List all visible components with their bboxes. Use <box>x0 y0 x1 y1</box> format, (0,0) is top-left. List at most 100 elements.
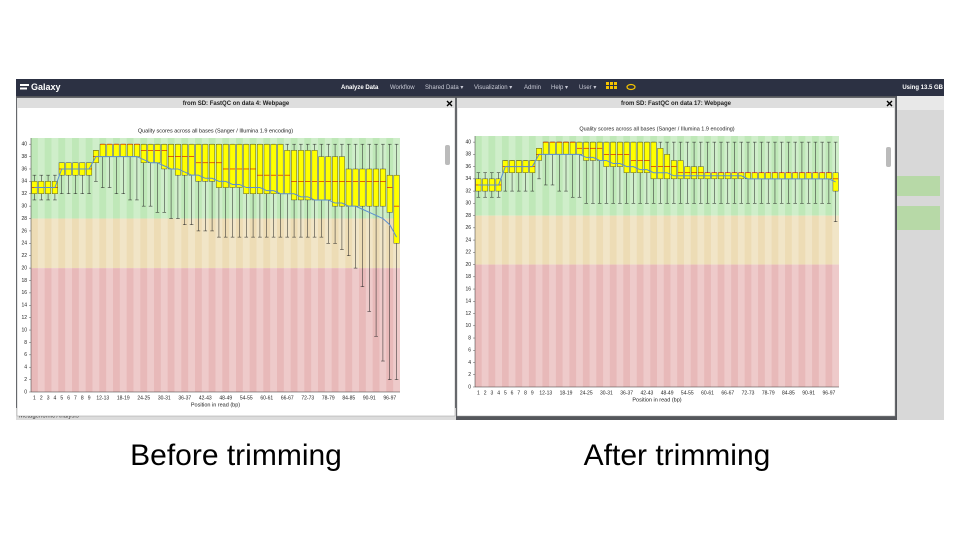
quality-zone <box>475 136 839 216</box>
window-bar[interactable] <box>457 98 895 108</box>
stripe <box>283 138 291 392</box>
chart-title: Quality scores across all bases (Sanger … <box>579 126 734 132</box>
box <box>222 143 229 188</box>
y-tick-label: 2 <box>24 377 27 383</box>
box <box>792 172 799 180</box>
masthead <box>16 79 944 96</box>
history-item[interactable] <box>897 206 940 230</box>
x-tick-label: 60-61 <box>701 390 714 396</box>
stripe <box>106 138 113 392</box>
x-tick-label: 18-19 <box>117 395 130 401</box>
scrollbar[interactable] <box>445 145 450 165</box>
x-tick-label: 72-73 <box>301 395 314 401</box>
y-tick-label: 26 <box>465 225 471 231</box>
stripe <box>643 136 651 387</box>
x-axis-label: Position in read (bp) <box>632 397 681 403</box>
stripe <box>589 136 597 387</box>
x-tick-label: 66-67 <box>721 390 734 396</box>
box <box>751 172 758 180</box>
nav-item[interactable]: Shared Data ▾ <box>425 85 463 91</box>
x-tick-label: 48-49 <box>661 390 674 396</box>
box <box>778 172 785 180</box>
box <box>583 141 590 161</box>
y-tick-label: 8 <box>468 335 471 341</box>
nav-item[interactable]: Visualization ▾ <box>474 85 512 91</box>
box <box>379 168 386 207</box>
window-bar[interactable] <box>17 98 455 108</box>
stripe <box>603 136 610 387</box>
box <box>284 150 291 194</box>
x-tick-label: 72-73 <box>742 390 755 396</box>
box <box>819 172 826 180</box>
x-tick-label: 5 <box>60 395 63 401</box>
stripe <box>508 136 516 387</box>
stripe <box>818 136 826 387</box>
stripe <box>174 138 182 392</box>
tool-section[interactable]: Metagenomic Analysis <box>19 414 79 420</box>
x-tick-label: 54-55 <box>240 395 253 401</box>
y-tick-label: 34 <box>465 176 471 182</box>
box <box>120 143 127 157</box>
y-tick-label: 36 <box>465 164 471 170</box>
y-tick-label: 30 <box>465 201 471 207</box>
stripe <box>51 138 59 392</box>
y-tick-label: 16 <box>465 286 471 292</box>
box <box>670 160 677 180</box>
box <box>590 141 596 161</box>
box <box>825 172 832 180</box>
x-tick-label: 3 <box>47 395 50 401</box>
y-tick-label: 28 <box>21 216 27 222</box>
close-button[interactable] <box>886 100 893 107</box>
quality-zone <box>475 215 839 265</box>
x-tick-label: 2 <box>484 390 487 396</box>
y-tick-label: 22 <box>21 253 27 259</box>
box <box>542 141 549 155</box>
close-button[interactable] <box>446 100 453 107</box>
brand[interactable]: Galaxy <box>31 82 61 92</box>
nav-item[interactable]: Analyze Data <box>341 85 379 91</box>
nav-item[interactable]: User ▾ <box>579 85 596 91</box>
nav-item[interactable]: Workflow <box>390 85 415 91</box>
y-tick-label: 38 <box>465 152 471 158</box>
eye-icon[interactable] <box>626 83 636 91</box>
box <box>318 156 325 201</box>
stripe <box>147 138 154 392</box>
box <box>637 141 644 173</box>
scrollbar[interactable] <box>886 147 891 167</box>
y-tick-label: 6 <box>468 348 471 354</box>
nav-item[interactable]: Help ▾ <box>551 85 568 91</box>
box <box>311 150 318 201</box>
box <box>215 143 222 188</box>
quality-zone <box>31 268 400 392</box>
y-tick-label: 20 <box>21 265 27 271</box>
box <box>133 143 140 157</box>
x-tick-label: 2 <box>40 395 43 401</box>
stripe <box>616 136 624 387</box>
y-tick-label: 32 <box>21 191 27 197</box>
y-tick-label: 16 <box>21 290 27 296</box>
box <box>772 172 778 180</box>
x-tick-label: 24-25 <box>137 395 150 401</box>
box <box>256 143 263 194</box>
y-tick-label: 4 <box>24 365 27 371</box>
stripe <box>65 138 72 392</box>
y-tick-label: 36 <box>21 166 27 172</box>
x-tick-label: 8 <box>81 395 84 401</box>
scratchbook-icon[interactable] <box>606 82 617 89</box>
x-tick-label: 54-55 <box>681 390 694 396</box>
y-tick-label: 10 <box>465 323 471 329</box>
x-tick-label: 6 <box>67 395 70 401</box>
stripe <box>724 136 732 387</box>
y-tick-label: 14 <box>21 303 27 309</box>
x-tick-label: 8 <box>524 390 527 396</box>
stripe <box>832 136 839 387</box>
y-tick-label: 30 <box>21 203 27 209</box>
y-tick-label: 12 <box>465 311 471 317</box>
box <box>596 141 603 161</box>
stripe <box>562 136 570 387</box>
nav-item[interactable]: Admin <box>524 85 541 91</box>
stripe <box>133 138 141 392</box>
usage: Using 13.5 GB <box>902 85 943 91</box>
box <box>569 141 576 155</box>
history-item[interactable] <box>897 176 940 196</box>
